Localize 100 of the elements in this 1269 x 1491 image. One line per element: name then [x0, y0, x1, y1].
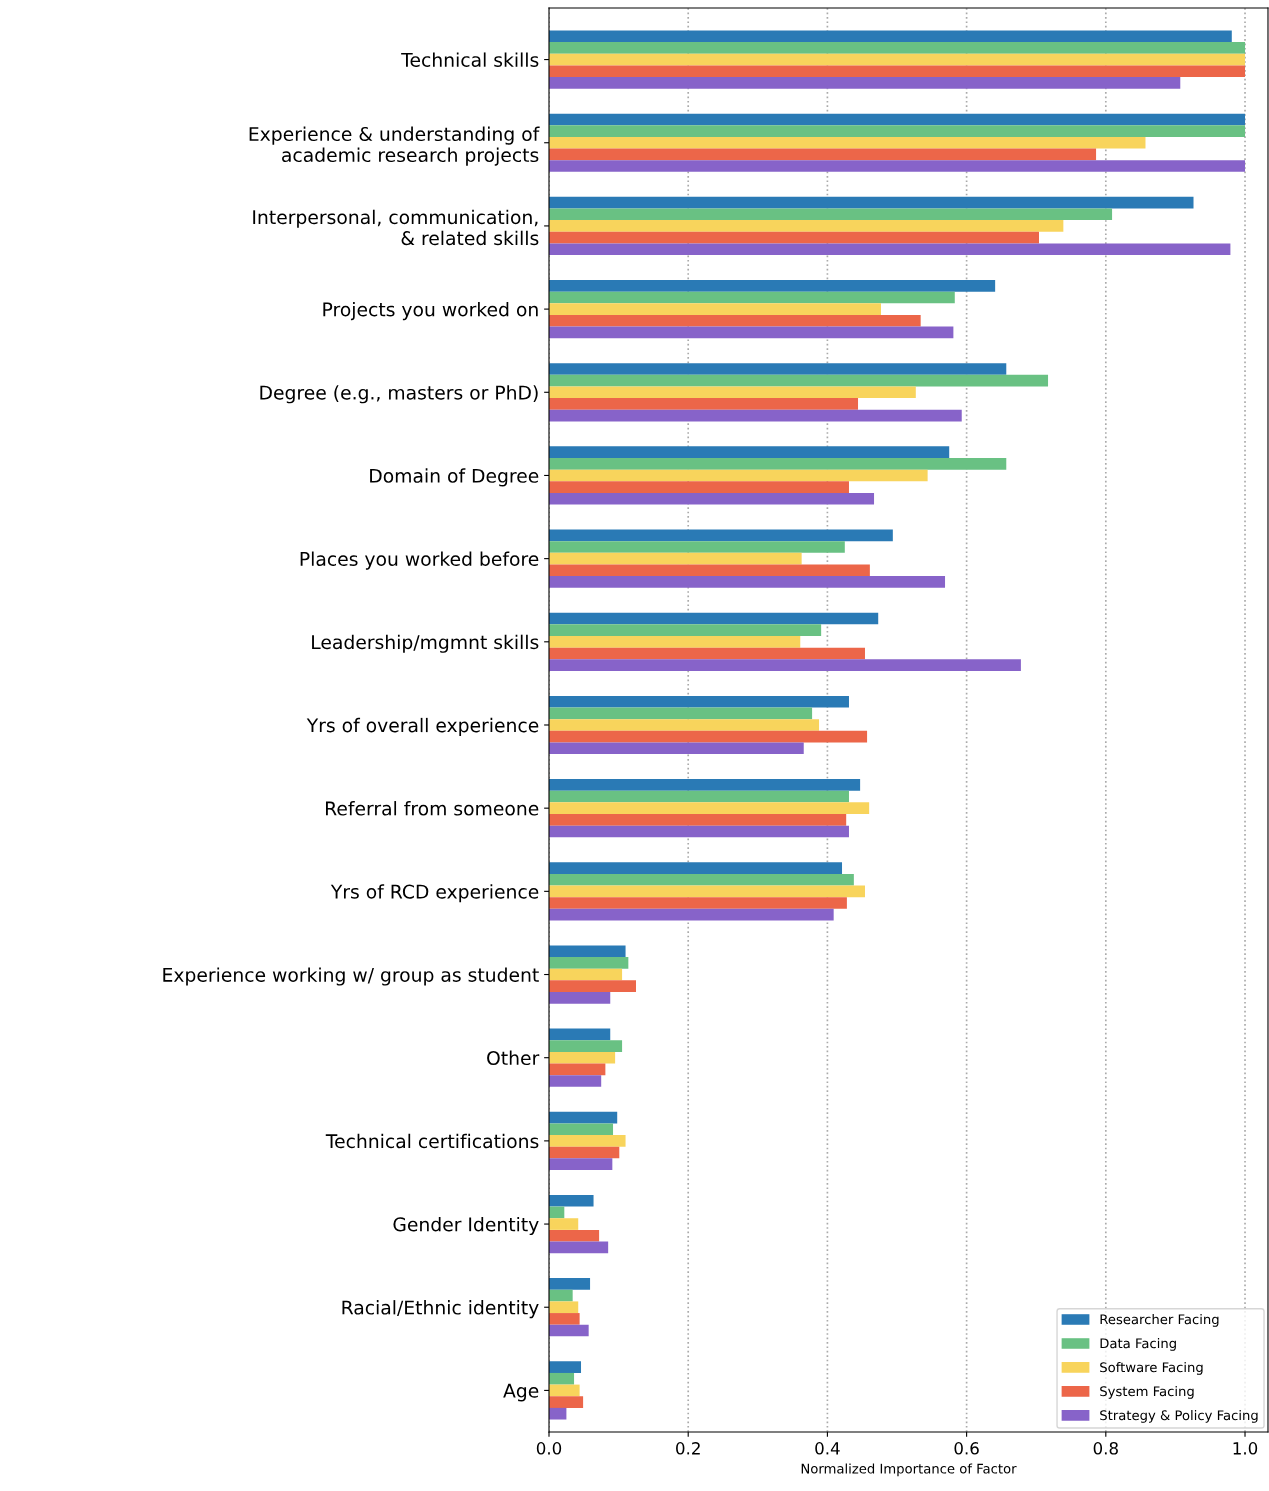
bar	[549, 647, 865, 660]
bar	[549, 980, 636, 992]
bar	[549, 576, 946, 588]
y-tick-label: Yrs of overall experience	[306, 717, 539, 737]
bar	[549, 802, 870, 814]
y-tick-label: Yrs of RCD experience	[330, 884, 539, 903]
bar	[549, 1384, 580, 1397]
bar	[549, 1158, 613, 1170]
bar	[549, 220, 1064, 232]
bar	[549, 1194, 594, 1207]
bar	[549, 160, 1246, 172]
bar	[549, 125, 1246, 137]
y-tick-label: Domain of Degree	[370, 468, 539, 487]
y-tick-label: Technical certifications	[325, 1133, 539, 1149]
bar	[549, 695, 849, 708]
bar	[549, 1407, 567, 1420]
bar	[549, 897, 847, 909]
bar	[549, 1146, 620, 1159]
bar	[549, 1396, 584, 1408]
bar	[549, 908, 834, 921]
bar	[549, 1301, 579, 1314]
x-tick-label: 0.4	[815, 1442, 840, 1455]
bar	[549, 374, 1049, 387]
bar	[549, 1313, 580, 1325]
bar	[549, 243, 1231, 256]
bar	[549, 314, 921, 327]
bar	[549, 53, 1246, 66]
bar	[549, 469, 928, 482]
bar	[549, 885, 865, 898]
bar	[549, 957, 629, 969]
x-axis-title: Normalized Importance of Factor	[801, 1463, 1017, 1477]
bar	[549, 386, 916, 399]
bar	[549, 398, 859, 410]
bar	[549, 779, 861, 791]
bar	[549, 552, 802, 565]
bar	[549, 492, 875, 505]
bar	[549, 873, 854, 886]
legend-label: Researcher Facing	[1100, 1314, 1219, 1327]
bar	[549, 707, 813, 720]
bar	[549, 659, 1021, 671]
bar	[549, 825, 849, 838]
bar	[549, 1241, 609, 1254]
bar	[549, 291, 955, 304]
bar	[549, 1123, 614, 1136]
bar	[549, 1324, 589, 1337]
bar	[549, 481, 849, 493]
y-tick-label: Degree (e.g., masters or PhD)	[260, 385, 538, 404]
y-tick-label: Gender Identity	[393, 1216, 539, 1236]
y-tick-label: Places you worked before	[300, 551, 539, 570]
bar	[549, 1051, 616, 1064]
bar	[549, 945, 626, 958]
bar	[549, 113, 1246, 126]
bar	[549, 968, 623, 981]
x-tick-label: 0.6	[954, 1442, 979, 1455]
bar	[549, 1028, 611, 1041]
bar	[549, 77, 1181, 89]
y-tick-label: Racial/Ethnic identity	[342, 1300, 539, 1319]
bar	[549, 813, 847, 826]
bar	[549, 719, 820, 731]
y-tick-label: Projects you worked on	[323, 301, 538, 321]
x-tick-label: 0.8	[1093, 1442, 1118, 1455]
legend-label: Strategy & Policy Facing	[1100, 1409, 1258, 1423]
bar	[549, 1075, 602, 1087]
x-tick-label: 1.0	[1233, 1442, 1258, 1455]
y-tick-label: Age	[503, 1383, 539, 1402]
bar	[549, 208, 1113, 221]
bar	[549, 1063, 606, 1076]
bar	[549, 1361, 582, 1373]
bar	[549, 326, 954, 339]
bar	[549, 1229, 600, 1242]
legend-label: System Facing	[1100, 1386, 1194, 1399]
bar	[549, 991, 611, 1004]
bar	[549, 446, 950, 458]
y-tick-label: Leadership/mgmnt skills	[312, 634, 539, 653]
bar	[549, 1289, 573, 1302]
bar	[549, 635, 801, 648]
legend-label: Data Facing	[1100, 1338, 1176, 1351]
bar	[549, 742, 804, 755]
bar	[549, 409, 962, 422]
bar	[549, 1278, 591, 1290]
bar	[549, 303, 881, 315]
legend-label: Software Facing	[1100, 1362, 1203, 1375]
bar	[549, 1135, 626, 1147]
bar	[549, 541, 845, 553]
bar	[549, 564, 870, 577]
bar	[549, 363, 1007, 375]
bar	[549, 1218, 579, 1230]
bar	[549, 529, 893, 542]
bar	[549, 1372, 575, 1385]
bar	[549, 790, 849, 803]
y-tick-label: Experience & understanding of academic research projects	[249, 126, 540, 166]
bar	[549, 136, 1146, 149]
bar	[549, 30, 1232, 43]
bar	[549, 279, 996, 292]
bar	[549, 231, 1039, 244]
bar	[549, 457, 1007, 470]
bar	[549, 862, 843, 874]
bar	[549, 42, 1246, 54]
y-tick-label: Other	[487, 1050, 540, 1066]
bar	[549, 612, 879, 625]
